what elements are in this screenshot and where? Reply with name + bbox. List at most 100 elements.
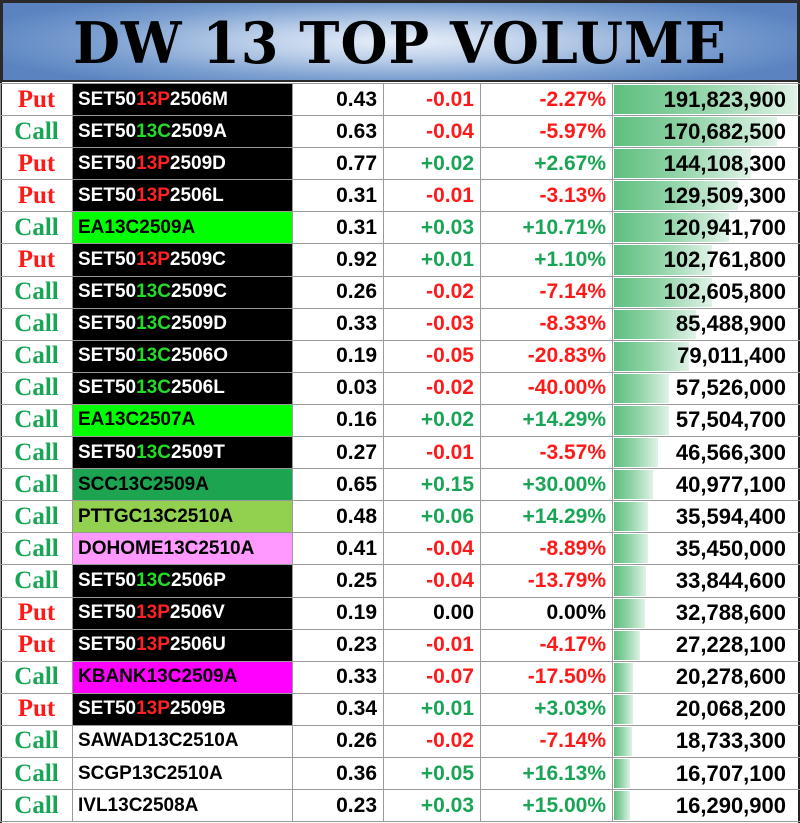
ticker-prefix: SET50 [78, 345, 137, 367]
percent-change: +3.03% [480, 692, 613, 726]
ticker-prefix: EA13C2507A [78, 409, 196, 431]
ticker-cell[interactable]: SET5013P2506L [72, 179, 293, 213]
ticker-cell[interactable]: SET5013C2509T [72, 436, 293, 470]
option-type: Call [0, 789, 73, 823]
volume-data-bar [614, 181, 738, 211]
ticker-series: 13C [136, 569, 171, 591]
table-row[interactable]: Call PTTGC13C2510A 0.48 +0.06 +14.29% 35… [0, 500, 800, 534]
percent-change: -5.97% [480, 115, 613, 149]
table-row[interactable]: Call SAWAD13C2510A 0.26 -0.02 -7.14% 18,… [0, 724, 800, 758]
volume-value: 40,977,100 [675, 471, 786, 497]
ticker-cell[interactable]: SET5013C2506L [72, 371, 293, 405]
ticker-cell[interactable]: SET5013C2506P [72, 564, 293, 598]
table-row[interactable]: Call SET5013C2506L 0.03 -0.02 -40.00% 57… [0, 371, 800, 405]
ticker-cell[interactable]: EA13C2509A [72, 211, 293, 245]
ticker-cell[interactable]: SET5013C2506O [72, 339, 293, 373]
last-price: 0.31 [292, 179, 384, 213]
table-row[interactable]: Call SCC13C2509A 0.65 +0.15 +30.00% 40,9… [0, 468, 800, 502]
table-row[interactable]: Call IVL13C2508A 0.23 +0.03 +15.00% 16,2… [0, 789, 800, 823]
price-change: +0.02 [383, 403, 481, 438]
ticker-cell[interactable]: SAWAD13C2510A [72, 724, 293, 758]
percent-change: +15.00% [480, 789, 613, 823]
ticker-cell[interactable]: SET5013P2509C [72, 243, 293, 277]
ticker-cell[interactable]: SET5013P2509D [72, 147, 293, 181]
ticker-cell[interactable]: IVL13C2508A [72, 789, 293, 823]
price-change: -0.01 [383, 179, 481, 213]
table-row[interactable]: Call SCGP13C2510A 0.36 +0.05 +16.13% 16,… [0, 756, 800, 791]
volume-cell: 20,278,600 [612, 660, 800, 694]
volume-value: 18,733,300 [675, 728, 786, 754]
table-row[interactable]: Put SET5013P2506L 0.31 -0.01 -3.13% 129,… [0, 179, 800, 213]
percent-change: -8.33% [480, 307, 613, 341]
volume-value: 16,707,100 [675, 760, 786, 786]
ticker-series: 13P [136, 602, 170, 624]
table-row[interactable]: Call DOHOME13C2510A 0.41 -0.04 -8.89% 35… [0, 532, 800, 566]
table-row[interactable]: Put SET5013P2506U 0.23 -0.01 -4.17% 27,2… [0, 628, 800, 662]
table-row[interactable]: Call SET5013C2509C 0.26 -0.02 -7.14% 102… [0, 275, 800, 309]
price-change: +0.15 [383, 468, 481, 502]
table-row[interactable]: Put SET5013P2509B 0.34 +0.01 +3.03% 20,0… [0, 692, 800, 726]
option-type: Call [0, 115, 73, 149]
ticker-cell[interactable]: SET5013P2506U [72, 628, 293, 662]
last-price: 0.43 [292, 82, 384, 117]
ticker-prefix: PTTGC13C2510A [78, 505, 234, 527]
table-row[interactable]: Call SET5013C2509A 0.63 -0.04 -5.97% 170… [0, 115, 800, 149]
ticker-cell[interactable]: SET5013P2506V [72, 596, 293, 630]
percent-change: -17.50% [480, 660, 613, 694]
volume-value: 35,450,000 [675, 535, 786, 561]
last-price: 0.25 [292, 564, 384, 598]
volume-value: 79,011,400 [677, 343, 786, 369]
volume-value: 16,290,900 [675, 792, 786, 818]
ticker-cell[interactable]: SET5013P2509B [72, 692, 293, 726]
table-row[interactable]: Put SET5013P2509D 0.77 +0.02 +2.67% 144,… [0, 147, 800, 181]
ticker-cell[interactable]: SCC13C2509A [72, 468, 293, 502]
table-row[interactable]: Call KBANK13C2509A 0.33 -0.07 -17.50% 20… [0, 660, 800, 694]
volume-value: 102,605,800 [663, 279, 786, 305]
ticker-cell[interactable]: EA13C2507A [72, 403, 293, 438]
table-row[interactable]: Call SET5013C2506P 0.25 -0.04 -13.79% 33… [0, 564, 800, 598]
price-change: -0.04 [383, 532, 481, 566]
ticker-suffix: 2506M [169, 88, 229, 110]
table-row[interactable]: Call EA13C2509A 0.31 +0.03 +10.71% 120,9… [0, 211, 800, 245]
volume-data-bar [614, 309, 696, 339]
price-change: -0.02 [383, 371, 481, 405]
volume-value: 20,278,600 [675, 664, 786, 690]
ticker-cell[interactable]: DOHOME13C2510A [72, 532, 293, 566]
volume-cell: 102,605,800 [612, 275, 800, 309]
table-row[interactable]: Put SET5013P2509C 0.92 +0.01 +1.10% 102,… [0, 243, 800, 277]
ticker-cell[interactable]: SET5013P2506M [72, 82, 293, 117]
ticker-cell[interactable]: SCGP13C2510A [72, 756, 293, 791]
option-type: Call [0, 500, 73, 534]
title-banner: DW 13 TOP VOLUME [0, 0, 800, 82]
ticker-suffix: 2506L [170, 377, 225, 399]
table-row[interactable]: Call SET5013C2506O 0.19 -0.05 -20.83% 79… [0, 339, 800, 373]
page-title: DW 13 TOP VOLUME [73, 9, 727, 77]
ticker-cell[interactable]: KBANK13C2509A [72, 660, 293, 694]
volume-cell: 170,682,500 [612, 115, 800, 149]
percent-change: -4.17% [480, 628, 613, 662]
ticker-prefix: SET50 [78, 441, 137, 463]
volume-data-bar [614, 694, 634, 724]
volume-cell: 32,788,600 [612, 596, 800, 630]
ticker-suffix: 2509D [170, 313, 227, 335]
table-row[interactable]: Put SET5013P2506M 0.43 -0.01 -2.27% 191,… [0, 82, 800, 117]
option-type: Put [0, 628, 73, 662]
price-change: -0.01 [383, 436, 481, 470]
percent-change: +1.10% [480, 243, 613, 277]
volume-cell: 191,823,900 [612, 82, 800, 117]
table-row[interactable]: Call SET5013C2509T 0.27 -0.01 -3.57% 46,… [0, 436, 800, 470]
volume-value: 102,761,800 [663, 247, 786, 273]
ticker-prefix: KBANK13C2509A [78, 666, 238, 688]
volume-value: 27,228,100 [675, 632, 786, 658]
table-row[interactable]: Put SET5013P2506V 0.19 0.00 0.00% 32,788… [0, 596, 800, 630]
option-type: Call [0, 468, 73, 502]
volume-cell: 33,844,600 [612, 564, 800, 598]
table-row[interactable]: Call EA13C2507A 0.16 +0.02 +14.29% 57,50… [0, 403, 800, 438]
ticker-prefix: SET50 [78, 120, 137, 142]
ticker-cell[interactable]: SET5013C2509C [72, 275, 293, 309]
ticker-cell[interactable]: SET5013C2509A [72, 115, 293, 149]
ticker-cell[interactable]: SET5013C2509D [72, 307, 293, 341]
volume-cell: 85,488,900 [612, 307, 800, 341]
ticker-cell[interactable]: PTTGC13C2510A [72, 500, 293, 534]
table-row[interactable]: Call SET5013C2509D 0.33 -0.03 -8.33% 85,… [0, 307, 800, 341]
